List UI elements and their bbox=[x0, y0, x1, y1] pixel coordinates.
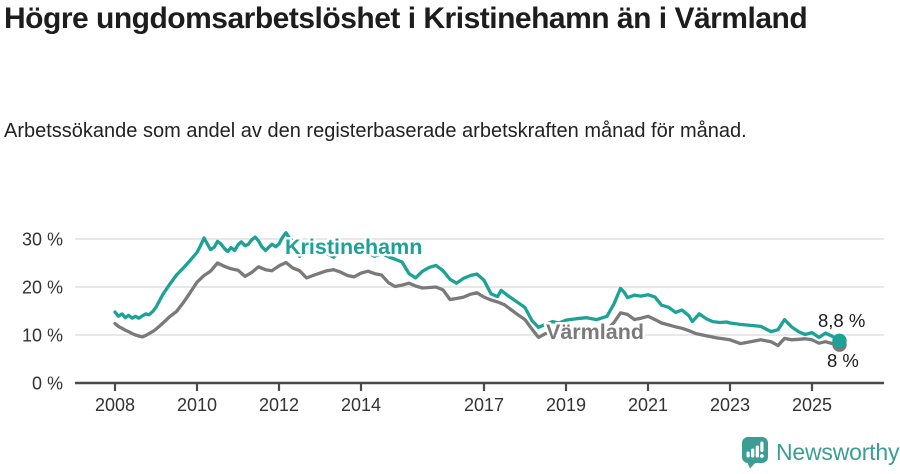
x-tick-label-2021: 2021 bbox=[628, 395, 668, 415]
kristinehamn-end-value-label: 8,8 % bbox=[818, 310, 865, 331]
x-tick-label-2010: 2010 bbox=[177, 395, 217, 415]
varmland-end-value-label: 8 % bbox=[827, 350, 859, 371]
newsworthy-logo: Newsworthy bbox=[741, 436, 899, 469]
chart-subtitle: Arbetssökande som andel av den registerb… bbox=[4, 120, 747, 142]
x-tick-label-2017: 2017 bbox=[464, 395, 504, 415]
x-axis-ticks bbox=[113, 383, 814, 391]
x-axis-tick-labels: 2008 2010 2012 2014 2017 2019 2021 2023 2025 bbox=[95, 395, 832, 415]
x-tick-label-2008: 2008 bbox=[95, 395, 135, 415]
y-tick-label-10: 10 % bbox=[22, 326, 63, 346]
x-tick-label-2025: 2025 bbox=[792, 395, 832, 415]
kristinehamn-series-label: Kristinehamn bbox=[285, 235, 422, 259]
y-axis-tick-labels: 0 % 10 % 20 % 30 % bbox=[22, 230, 63, 394]
varmland-series-label: Värmland bbox=[546, 320, 644, 344]
x-tick-label-2023: 2023 bbox=[710, 395, 750, 415]
newsworthy-wordmark: Newsworthy bbox=[776, 439, 900, 465]
x-tick-label-2012: 2012 bbox=[259, 395, 299, 415]
kristinehamn-end-dot bbox=[832, 333, 847, 348]
y-tick-label-30: 30 % bbox=[22, 230, 63, 250]
x-tick-label-2019: 2019 bbox=[546, 395, 586, 415]
newsworthy-chart-bubble-icon bbox=[742, 437, 768, 469]
y-tick-label-20: 20 % bbox=[22, 278, 63, 298]
y-tick-label-0: 0 % bbox=[32, 374, 63, 394]
kristinehamn-line bbox=[113, 231, 842, 343]
varmland-line bbox=[113, 260, 842, 348]
x-tick-label-2014: 2014 bbox=[341, 395, 381, 415]
gridlines bbox=[75, 238, 884, 336]
chart-title: Högre ungdomsarbetslöshet i Kristinehamn… bbox=[4, 2, 808, 35]
